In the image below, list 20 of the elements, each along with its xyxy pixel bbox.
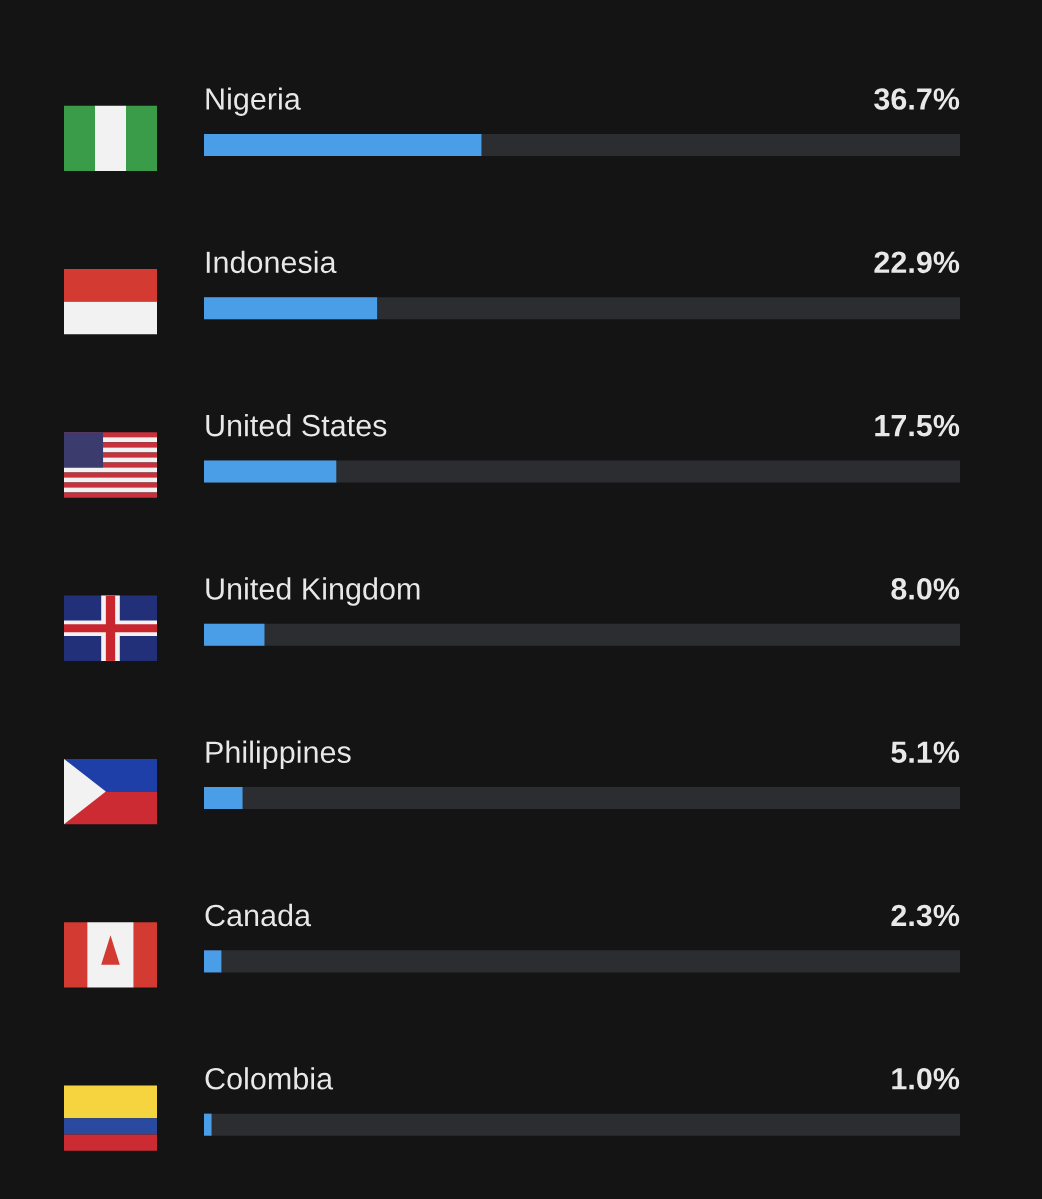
y-tick-label: Nigeria	[206, 87, 301, 116]
data-label: 5.1%	[891, 741, 960, 764]
data-label: 36.7%	[874, 88, 960, 110]
y-tick-label: United Kingdom	[206, 577, 420, 606]
bar	[204, 623, 265, 646]
y-tick-label: Philippines	[206, 740, 351, 770]
bar	[204, 950, 222, 973]
bar	[204, 460, 337, 483]
data-label: 17.5%	[875, 414, 960, 437]
y-tick-label: United States	[206, 413, 387, 437]
y-tick-label: Canada	[205, 903, 312, 927]
data-label: 1.0%	[892, 1067, 960, 1090]
bar	[204, 297, 378, 320]
y-tick-label: Indonesia	[206, 250, 337, 274]
bar	[204, 787, 243, 810]
bar	[204, 1113, 212, 1136]
data-label: 2.3%	[891, 904, 960, 927]
data-label: 22.9%	[874, 251, 960, 274]
data-label: 8.0%	[891, 578, 960, 600]
y-tick-label: Colombia	[205, 1067, 334, 1090]
